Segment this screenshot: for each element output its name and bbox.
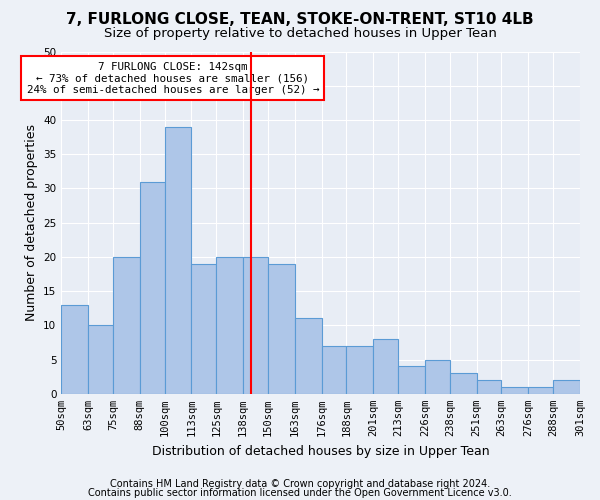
Bar (373, 339, 398, 394)
Text: Contains HM Land Registry data © Crown copyright and database right 2024.: Contains HM Land Registry data © Crown c… (110, 479, 490, 489)
Bar (502, 387, 529, 394)
Bar (61, 305, 88, 394)
Bar (450, 374, 476, 394)
Bar (268, 264, 295, 394)
Text: 7, FURLONG CLOSE, TEAN, STOKE-ON-TRENT, ST10 4LB: 7, FURLONG CLOSE, TEAN, STOKE-ON-TRENT, … (66, 12, 534, 28)
Text: Contains public sector information licensed under the Open Government Licence v3: Contains public sector information licen… (88, 488, 512, 498)
Bar (164, 127, 191, 394)
Bar (398, 366, 425, 394)
Bar (88, 326, 113, 394)
Bar (113, 257, 140, 394)
Bar (140, 182, 164, 394)
Bar (243, 257, 268, 394)
Bar (553, 380, 580, 394)
Bar (216, 257, 243, 394)
Text: 7 FURLONG CLOSE: 142sqm
← 73% of detached houses are smaller (156)
24% of semi-d: 7 FURLONG CLOSE: 142sqm ← 73% of detache… (26, 62, 319, 95)
Text: Size of property relative to detached houses in Upper Tean: Size of property relative to detached ho… (104, 28, 496, 40)
Bar (295, 318, 322, 394)
Bar (476, 380, 502, 394)
Bar (191, 264, 216, 394)
X-axis label: Distribution of detached houses by size in Upper Tean: Distribution of detached houses by size … (152, 444, 490, 458)
Bar (425, 360, 450, 394)
Y-axis label: Number of detached properties: Number of detached properties (25, 124, 38, 321)
Bar (346, 346, 373, 394)
Bar (322, 346, 346, 394)
Bar (529, 387, 553, 394)
